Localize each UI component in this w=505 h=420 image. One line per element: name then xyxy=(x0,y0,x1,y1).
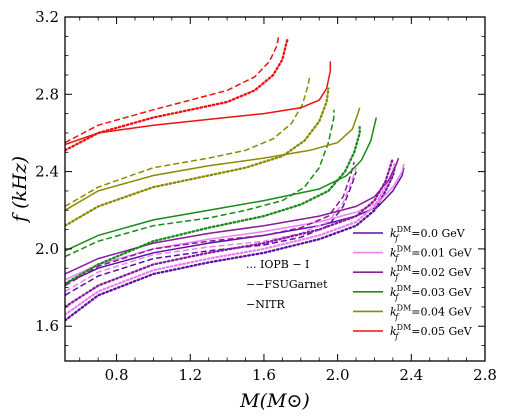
legend-entry-label: kDM f =0.0 GeV xyxy=(390,225,466,243)
x-axis-label: M(M⊙) xyxy=(239,390,310,412)
line-style-legend: ... IOPB − I −−FSUGarnet −NITR xyxy=(246,258,328,311)
x-tick-label: 0.8 xyxy=(105,366,129,384)
series-2-iopb-i-line xyxy=(65,156,395,309)
series-5-nitr-line xyxy=(65,61,332,146)
series-1-fsugarnet-line xyxy=(65,167,357,293)
series-1-iopb-i-line xyxy=(65,162,396,316)
legend-entry-label: kDM f =0.03 GeV xyxy=(390,284,473,302)
y-tick-label: 2.8 xyxy=(35,85,59,103)
legend-entry-label: kDM f =0.02 GeV xyxy=(390,264,473,282)
series-3-nitr-line xyxy=(65,117,378,252)
series-0-iopb-i-line xyxy=(65,166,396,322)
y-tick-label: 3.2 xyxy=(35,8,59,26)
plot-frame xyxy=(64,16,486,362)
style-legend-entry: −−FSUGarnet xyxy=(246,278,328,291)
legend-entry-label: kDM f =0.05 GeV xyxy=(390,323,473,341)
x-tick-label: 2.8 xyxy=(473,366,497,384)
x-tick-label: 1.6 xyxy=(252,366,276,384)
series-2-fsugarnet-line xyxy=(65,161,355,287)
y-axis-label: f (kHz) xyxy=(9,156,31,224)
series-0-fsugarnet-line xyxy=(65,171,357,296)
y-tick-label: 2.4 xyxy=(35,163,59,181)
y-tick-label: 2.0 xyxy=(35,240,59,258)
x-tick-label: 1.2 xyxy=(178,366,202,384)
style-legend-entry: −NITR xyxy=(246,298,286,311)
series-5-iopb-i-line xyxy=(65,37,290,152)
series-4-iopb-i-line xyxy=(65,87,330,227)
series-4-fsugarnet-line xyxy=(65,74,311,208)
series-3-iopb-i-line xyxy=(65,126,361,285)
curves-layer xyxy=(65,36,405,322)
x-tick-label: 2.0 xyxy=(326,366,350,384)
y-tick-label: 1.6 xyxy=(35,317,59,335)
legend-entry-label: kDM f =0.04 GeV xyxy=(390,303,473,321)
series-5-fsugarnet-line xyxy=(65,36,280,144)
style-legend-entry: ... IOPB − I xyxy=(246,258,309,271)
series-3-fsugarnet-line xyxy=(65,109,335,258)
x-tick-label: 2.4 xyxy=(399,366,423,384)
ticks-layer: 0.8 1.2 1.6 2.0 2.4 2.8 1.6 2.0 2.4 2.8 3.2 xyxy=(35,8,497,384)
legend-entry-label: kDM f =0.01 GeV xyxy=(390,245,473,263)
series-2-nitr-line xyxy=(65,157,400,275)
series-4-nitr-line xyxy=(65,107,361,211)
